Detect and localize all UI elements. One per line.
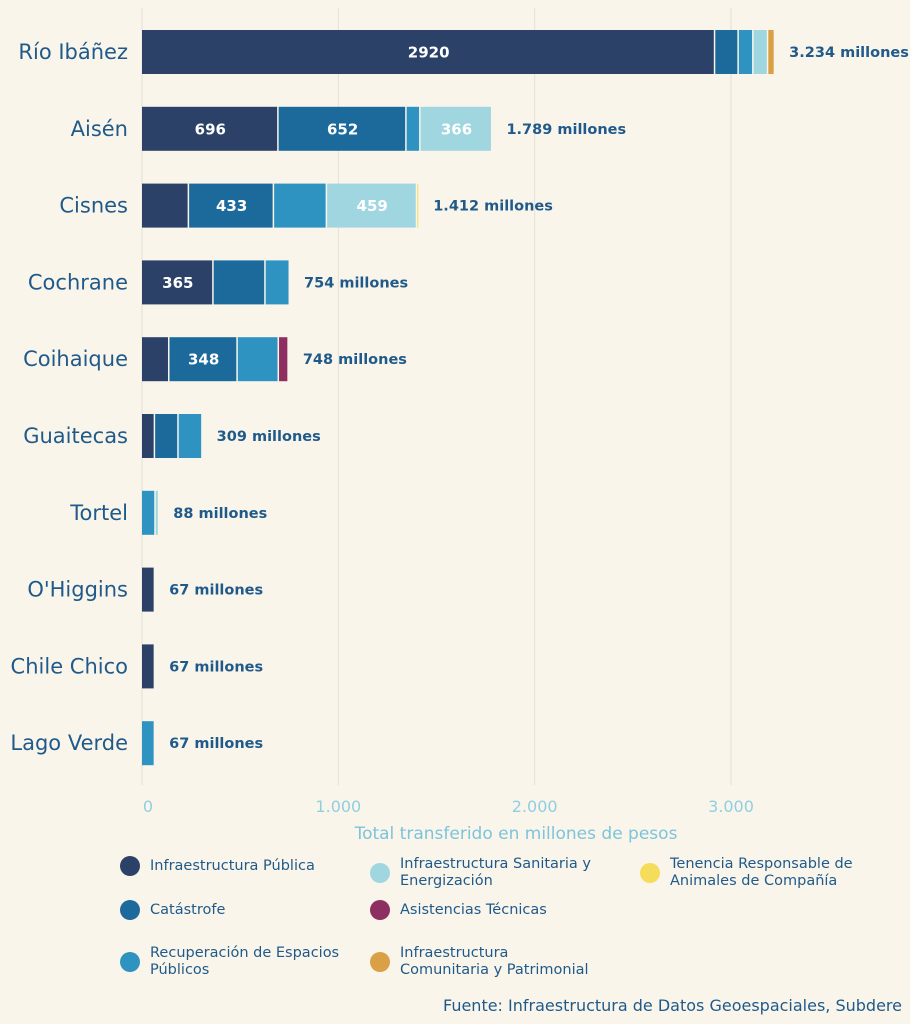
data-label: 366 — [441, 120, 472, 138]
x-tick-label: 1.000 — [315, 797, 361, 816]
bar-segment — [155, 414, 178, 458]
bar-segment — [142, 260, 213, 305]
category-label: Chile Chico — [11, 654, 128, 678]
bar-segment — [142, 567, 154, 612]
bar-segment — [274, 183, 326, 228]
labels: Río Ibáñez 2920 3.234 millones Aisén 696 652 3… — [10, 40, 908, 755]
total-label: 67 millones — [169, 583, 263, 599]
bar-segment — [265, 260, 289, 305]
bar-segment — [155, 490, 158, 535]
data-label: 348 — [188, 351, 219, 369]
total-label: 3.234 millones — [789, 45, 909, 61]
total-label: 1.412 millones — [433, 199, 553, 215]
bar-segment — [142, 337, 168, 382]
total-label: 754 millones — [304, 275, 408, 291]
x-tick-label: 2.000 — [512, 797, 558, 816]
legend-item: Asistencias Técnicas — [370, 900, 600, 920]
data-label: 696 — [195, 120, 226, 138]
bar-segment — [178, 414, 202, 458]
bar-segment — [142, 644, 154, 689]
legend-label: Infraestructura Sanitaria y Energización — [400, 856, 591, 889]
data-label: 459 — [357, 197, 388, 215]
stacked-bar-chart: Río Ibáñez 2920 3.234 millones Aisén 696 652 3… — [10, 8, 909, 844]
legend-item: Recuperación de Espacios Públicos — [120, 945, 350, 979]
bar-segment — [279, 337, 288, 382]
category-label: O'Higgins — [27, 578, 128, 602]
bars — [142, 30, 774, 766]
bar-segment — [142, 30, 714, 74]
legend-item: Catástrofe — [120, 900, 350, 920]
bar-segment — [278, 106, 406, 151]
category-label: Aisén — [71, 117, 128, 141]
legend-swatch — [120, 856, 140, 876]
legend-label: Infraestructura Pública — [150, 857, 315, 874]
legend-swatch — [120, 952, 140, 972]
data-label: 365 — [162, 274, 193, 292]
source-note: Fuente: Infraestructura de Datos Geoespa… — [442, 996, 902, 1015]
data-label: 652 — [327, 120, 358, 138]
category-label: Cisnes — [59, 194, 128, 218]
data-label: 433 — [216, 197, 247, 215]
category-label: Coihaique — [23, 347, 128, 371]
legend-label: Recuperación de Espacios Públicos — [150, 945, 340, 978]
total-label: 748 millones — [303, 352, 407, 368]
bar-segment — [420, 106, 491, 151]
bar-segment — [715, 30, 738, 74]
total-label: 88 millones — [173, 506, 267, 522]
category-label: Río Ibáñez — [18, 40, 128, 64]
bar-segment — [738, 30, 753, 74]
category-label: Cochrane — [28, 270, 128, 294]
legend-label: Infraestructura Comunitaria y Patrimonia… — [400, 945, 589, 978]
bar-segment — [142, 106, 278, 151]
total-label: 309 millones — [217, 429, 321, 445]
total-label: 67 millones — [169, 659, 263, 675]
total-label: 67 millones — [169, 736, 263, 752]
x-axis-title: Total transferido en millones de pesos — [354, 824, 678, 844]
legend-item: Tenencia Responsable de Animales de Comp… — [640, 856, 870, 890]
bar-segment — [768, 30, 774, 74]
bar-segment — [237, 337, 278, 382]
x-tick-label: 3.000 — [708, 797, 754, 816]
legend-swatch — [370, 900, 390, 920]
legend-swatch — [120, 900, 140, 920]
bar-segment — [142, 183, 188, 228]
bar-segment — [327, 183, 416, 228]
bar-segment — [142, 490, 155, 535]
total-label: 1.789 millones — [506, 122, 626, 138]
bar-segment — [142, 721, 154, 766]
bar-segment — [169, 337, 237, 382]
bar-segment — [213, 260, 265, 305]
legend-swatch — [370, 952, 390, 972]
legend-label: Catástrofe — [150, 901, 226, 918]
legend-swatch — [640, 863, 660, 883]
bar-segment — [753, 30, 767, 74]
legend-item: Infraestructura Comunitaria y Patrimonia… — [370, 945, 600, 979]
x-axis: 0 1.000 2.000 3.000 — [143, 797, 754, 816]
legend-item: Infraestructura Pública — [120, 856, 350, 876]
legend-swatch — [370, 863, 390, 883]
legend-label: Tenencia Responsable de Animales de Comp… — [670, 856, 853, 889]
legend-label: Asistencias Técnicas — [400, 901, 547, 918]
category-label: Guaitecas — [23, 424, 128, 448]
data-label: 2920 — [408, 44, 450, 62]
bar-segment — [142, 414, 154, 458]
bar-segment — [189, 183, 273, 228]
category-label: Tortel — [69, 501, 128, 525]
x-tick-label: 0 — [143, 797, 153, 816]
bar-segment — [417, 183, 419, 228]
bar-segment — [406, 106, 420, 151]
legend-item: Infraestructura Sanitaria y Energización — [370, 856, 600, 890]
category-label: Lago Verde — [10, 731, 128, 755]
